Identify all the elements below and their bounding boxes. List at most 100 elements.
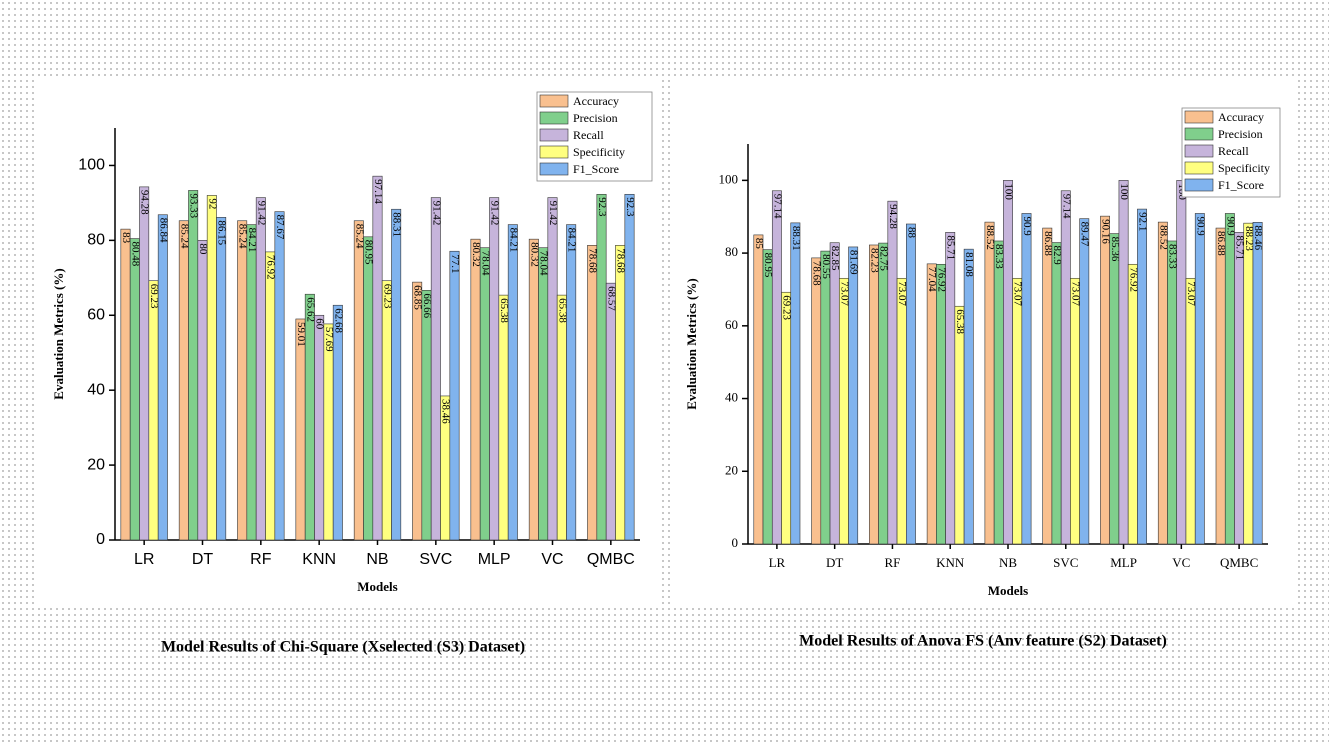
y-tick-label: 80 (87, 232, 105, 249)
value-label: 78.04 (538, 251, 550, 276)
bar (188, 190, 199, 541)
bar (498, 294, 509, 541)
value-label: 90.9 (1194, 216, 1206, 236)
bar (528, 238, 539, 541)
value-label: 78.68 (587, 248, 599, 273)
y-tick-label: 40 (725, 390, 738, 405)
legend-label: Accuracy (573, 94, 619, 108)
legend-swatch (1184, 110, 1214, 124)
value-label: 86.88 (1042, 231, 1054, 256)
value-label: 69.23 (781, 295, 793, 320)
value-label: 83 (120, 232, 132, 244)
bar (139, 186, 150, 541)
bar (869, 244, 879, 545)
y-tick-label: 60 (725, 317, 738, 332)
value-label: 60 (314, 318, 326, 330)
bar (1137, 208, 1147, 545)
value-label: 88 (905, 227, 917, 239)
value-label: 38.46 (440, 399, 452, 424)
x-tick-label: LR (134, 551, 154, 568)
value-label: 85 (753, 238, 765, 250)
y-tick-label: 80 (725, 244, 738, 259)
bar (1194, 213, 1205, 545)
bar (1100, 215, 1110, 545)
x-tick-label: MLP (478, 551, 511, 568)
y-axis-label: Evaluation Metrics (%) (684, 278, 699, 409)
value-label: 88.52 (984, 225, 996, 250)
bar (120, 228, 131, 541)
value-label: 76.92 (265, 255, 277, 280)
bar (963, 248, 974, 545)
bar (178, 220, 189, 541)
bar (878, 242, 889, 545)
bar (547, 197, 558, 541)
value-label: 97.14 (372, 179, 384, 204)
bar (1127, 263, 1138, 545)
value-label: 97.14 (771, 194, 783, 219)
value-label: 69.23 (381, 284, 393, 309)
bar (762, 249, 773, 545)
value-label: 76.92 (1127, 267, 1139, 292)
bar (926, 263, 937, 545)
value-label: 83.33 (1167, 244, 1179, 269)
value-label: 92.1 (1137, 212, 1149, 231)
value-label: 91.42 (547, 201, 559, 226)
x-tick-label: VC (1172, 555, 1190, 570)
x-axis-label: Models (988, 583, 1028, 598)
bar (615, 245, 626, 541)
legend-swatch (539, 94, 569, 108)
value-label: 88.46 (1252, 225, 1264, 250)
x-tick-label: LR (769, 555, 786, 570)
value-label: 80.48 (129, 242, 141, 267)
value-label: 77.04 (926, 267, 938, 292)
value-label: 88.23 (1243, 226, 1255, 251)
value-label: 94.28 (139, 190, 151, 215)
legend-swatch (1184, 144, 1214, 158)
bar (206, 195, 217, 541)
value-label: 68.57 (605, 286, 617, 311)
bar (1070, 277, 1080, 545)
x-tick-label: SVC (419, 551, 452, 568)
y-tick-label: 20 (87, 456, 105, 473)
chart-title: Model Results of Chi-Square (Xselected (… (161, 639, 525, 656)
value-label: 73.07 (838, 281, 850, 306)
value-label: 65.38 (498, 298, 510, 323)
legend-label: F1_Score (1218, 178, 1264, 192)
x-tick-label: QMBC (587, 551, 635, 568)
value-label: 77.1 (449, 254, 461, 273)
bar (304, 293, 315, 541)
bar (421, 290, 432, 541)
bar (624, 193, 635, 541)
value-label: 57.69 (323, 327, 335, 352)
bar (332, 304, 343, 541)
bar (1051, 242, 1062, 545)
value-label: 80 (197, 243, 209, 255)
bar (1167, 240, 1178, 545)
bar (771, 190, 782, 545)
bar (507, 224, 518, 541)
value-label: 66.66 (421, 293, 433, 318)
value-label: 100 (1002, 183, 1014, 200)
value-label: 82.23 (868, 248, 880, 273)
bar (246, 224, 257, 541)
bar (945, 232, 956, 545)
value-label: 86.15 (216, 220, 228, 245)
chart-title: Model Results of Anova FS (Anv feature (… (799, 633, 1167, 650)
x-tick-label: VC (541, 551, 563, 568)
bar (1118, 180, 1129, 545)
bar (430, 197, 441, 541)
value-label: 80.55 (820, 254, 832, 279)
bar (323, 323, 334, 541)
value-label: 88.31 (391, 212, 403, 237)
bar (896, 277, 907, 545)
y-tick-label: 20 (725, 462, 738, 477)
value-label: 65.38 (954, 309, 966, 334)
value-label: 82.9 (1051, 246, 1063, 266)
legend-label: Specificity (1218, 161, 1270, 175)
value-label: 81.69 (848, 250, 860, 275)
y-tick-label: 0 (732, 535, 739, 550)
x-tick-label: RF (884, 555, 900, 570)
bar (993, 240, 1004, 545)
value-label: 76.92 (935, 267, 947, 292)
bar (887, 200, 898, 545)
